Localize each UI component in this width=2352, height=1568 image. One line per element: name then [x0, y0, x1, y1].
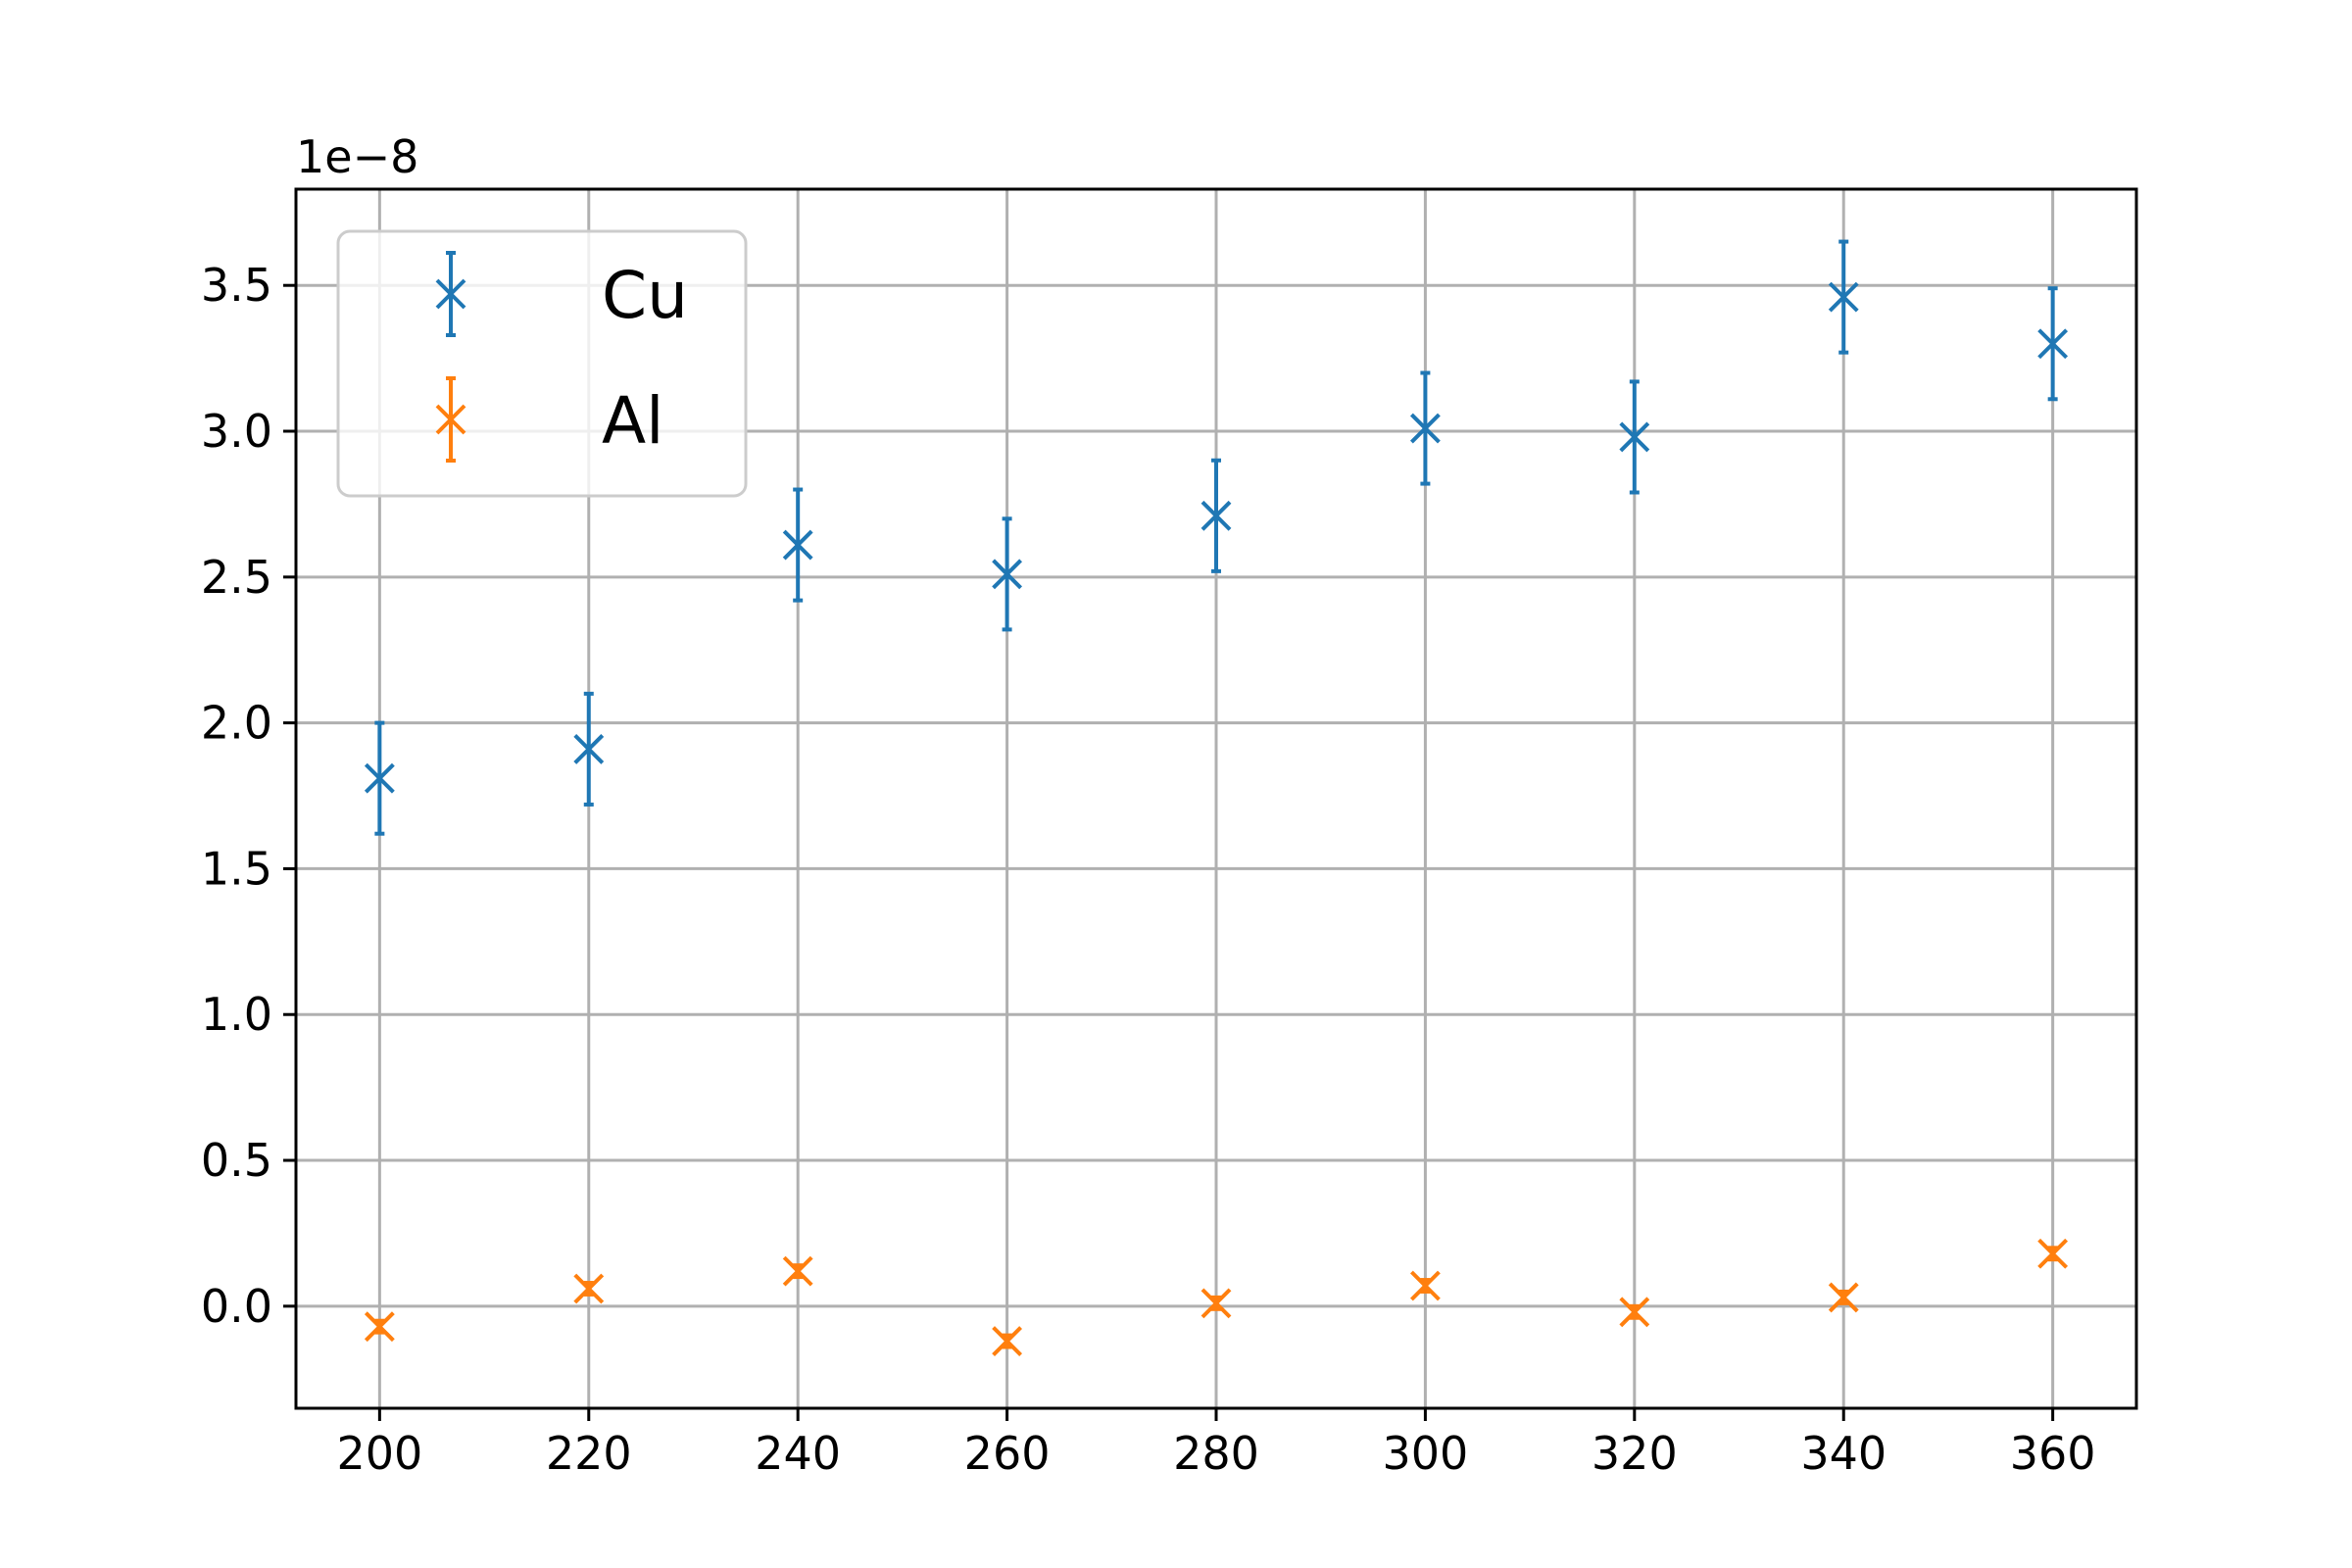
data-point — [1619, 1297, 1650, 1328]
x-tick-label: 200 — [336, 1427, 422, 1480]
data-point — [992, 516, 1023, 632]
data-point — [364, 1311, 395, 1343]
x-marker — [1200, 1288, 1232, 1319]
x-tick-label: 340 — [1800, 1427, 1886, 1480]
x-marker — [2037, 1238, 2069, 1269]
y-tick-label: 2.5 — [201, 551, 272, 604]
x-marker — [1409, 1270, 1441, 1301]
data-point — [1828, 239, 1859, 355]
data-point — [1200, 1288, 1232, 1319]
x-marker — [782, 529, 813, 561]
data-point — [1828, 1282, 1859, 1313]
y-tick-label: 1.5 — [201, 842, 272, 895]
x-tick-label: 260 — [964, 1427, 1051, 1480]
y-axis-offset-label: 1e−8 — [296, 130, 418, 183]
legend: Cu Al — [336, 229, 748, 498]
series-al — [364, 1238, 2069, 1356]
data-point — [1200, 458, 1232, 573]
series-cu — [364, 239, 2069, 836]
x-marker — [782, 1255, 813, 1287]
x-marker — [2037, 328, 2069, 360]
legend-handle — [435, 376, 466, 463]
x-tick-label: 360 — [2010, 1427, 2096, 1480]
data-point — [1409, 370, 1441, 486]
y-tick-label: 2.0 — [201, 697, 272, 750]
x-tick-label: 220 — [546, 1427, 632, 1480]
x-marker — [573, 1273, 605, 1304]
data-point — [782, 1255, 813, 1287]
data-point — [782, 487, 813, 603]
data-point — [1619, 379, 1650, 495]
y-tick-label: 1.0 — [201, 988, 272, 1041]
data-point — [1409, 1270, 1441, 1301]
data-point — [573, 1273, 605, 1304]
x-marker — [992, 559, 1023, 590]
x-marker — [1828, 281, 1859, 313]
x-marker — [573, 733, 605, 764]
x-marker — [1619, 1297, 1650, 1328]
legend-entry-cu: Cu — [435, 251, 688, 337]
axis-ticks: 200 220 240 260 280 300 320 340 360 0.0 0.5 1.0 1.5 2… — [201, 259, 2096, 1480]
x-marker — [1409, 413, 1441, 444]
x-marker — [1619, 421, 1650, 453]
x-marker — [1200, 500, 1232, 531]
x-marker — [364, 1311, 395, 1343]
x-tick-label: 240 — [755, 1427, 841, 1480]
legend-entry-al: Al — [435, 376, 664, 463]
data-point — [364, 720, 395, 836]
x-marker — [992, 1326, 1023, 1356]
y-tick-label: 3.5 — [201, 259, 272, 312]
data-point — [2037, 286, 2069, 402]
x-marker — [1828, 1282, 1859, 1313]
data-point — [2037, 1238, 2069, 1269]
y-tick-label: 0.5 — [201, 1134, 272, 1187]
x-tick-label: 280 — [1173, 1427, 1259, 1480]
x-tick-label: 300 — [1383, 1427, 1469, 1480]
data-point — [992, 1326, 1023, 1356]
data-point — [573, 691, 605, 807]
x-tick-label: 320 — [1592, 1427, 1678, 1480]
legend-label: Al — [602, 383, 664, 459]
legend-handle — [435, 251, 466, 337]
legend-x-marker — [435, 278, 466, 310]
legend-label: Cu — [602, 258, 688, 333]
y-tick-label: 0.0 — [201, 1280, 272, 1333]
legend-x-marker — [435, 404, 466, 435]
data-series — [364, 239, 2069, 1356]
x-marker — [364, 762, 395, 794]
y-tick-label: 3.0 — [201, 405, 272, 458]
